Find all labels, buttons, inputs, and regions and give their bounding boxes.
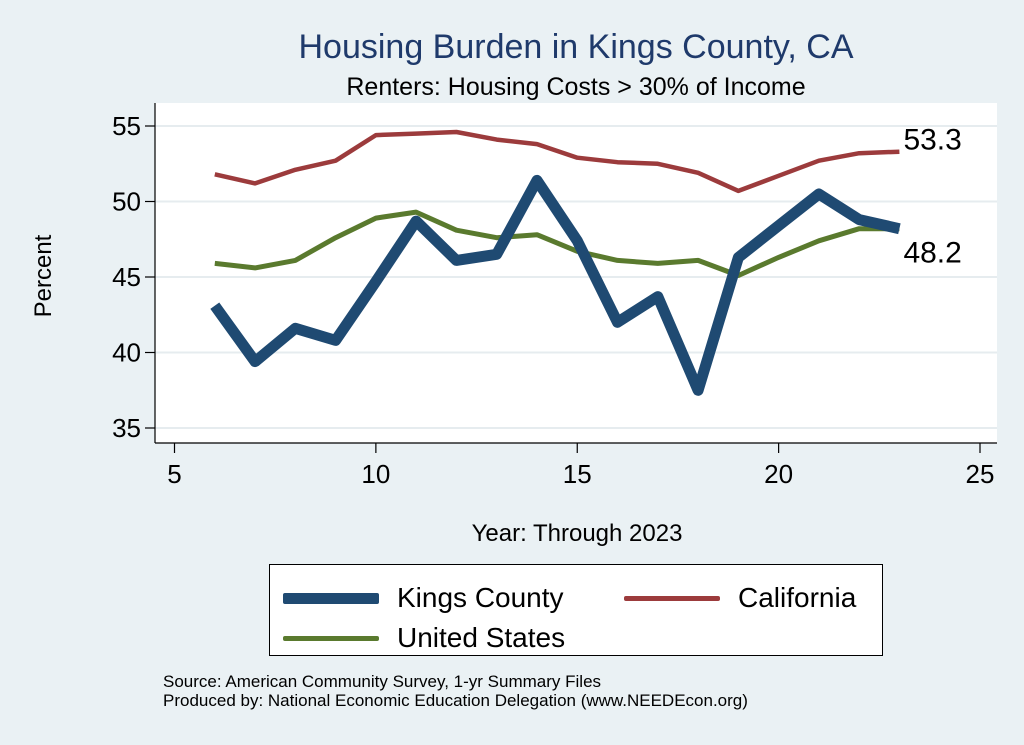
end-value-label-california: 53.3 xyxy=(903,124,961,157)
series-lines xyxy=(210,129,901,396)
y-tick-label: 50 xyxy=(112,187,141,217)
legend-swatch-united-states xyxy=(283,635,379,641)
plot-area xyxy=(155,103,997,443)
legend-swatch-kings-county xyxy=(283,592,379,604)
y-tick-label: 40 xyxy=(112,338,141,368)
source-notes: Source: American Community Survey, 1-yr … xyxy=(163,672,748,710)
legend-item-california: California xyxy=(624,582,856,614)
annotations: 53.3 48.2 xyxy=(903,124,961,270)
y-tick-label: 45 xyxy=(112,262,141,292)
legend-label: United States xyxy=(397,622,566,653)
y-tick-label: 55 xyxy=(112,111,141,141)
legend-item-united-states: United States xyxy=(283,622,565,654)
x-tick-label: 15 xyxy=(563,459,592,489)
legend-swatch-california xyxy=(624,595,720,601)
grid-lines xyxy=(155,125,997,429)
x-tick-label: 25 xyxy=(966,459,995,489)
series-line-california xyxy=(214,129,900,194)
x-tick-label: 5 xyxy=(167,459,181,489)
series-line-kings-county xyxy=(210,174,901,396)
legend: Kings County California United States xyxy=(269,564,883,656)
legend-label: Kings County xyxy=(397,582,564,613)
end-value-label-kings-county: 48.2 xyxy=(903,237,961,270)
legend-label: California xyxy=(738,582,857,613)
chart-subtitle: Renters: Housing Costs > 30% of Income xyxy=(346,73,806,101)
y-tick-label: 35 xyxy=(112,413,141,443)
x-tick-label: 10 xyxy=(361,459,390,489)
x-tick-label: 20 xyxy=(764,459,793,489)
series-line-united-states xyxy=(214,209,900,278)
legend-item-kings-county: Kings County xyxy=(283,582,564,614)
y-axis-label: Percent xyxy=(30,234,57,318)
x-axis-label: Year: Through 2023 xyxy=(471,520,683,547)
chart-title: Housing Burden in Kings County, CA xyxy=(298,28,854,66)
producer-note: Produced by: National Economic Education… xyxy=(163,691,748,710)
source-note: Source: American Community Survey, 1-yr … xyxy=(163,672,602,691)
